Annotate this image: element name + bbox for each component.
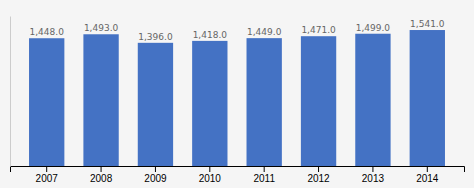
data-label: 1,418.0 xyxy=(193,30,228,40)
bar xyxy=(247,38,282,166)
x-tick-mark xyxy=(264,166,265,172)
bar xyxy=(410,30,445,166)
x-axis: 2007 2008 2009 2010 2011 2012 2013 2014 xyxy=(11,166,465,184)
x-tick: 2014 xyxy=(416,166,439,184)
y-axis xyxy=(10,17,11,167)
data-labels: 1,448.0 1,493.0 1,396.0 1,418.0 1,449.0 1,471… xyxy=(30,19,445,42)
x-tick-label: 2007 xyxy=(36,173,59,184)
x-tick-label: 2012 xyxy=(307,173,330,184)
bar xyxy=(138,43,173,166)
data-label: 1,541.0 xyxy=(410,19,445,29)
x-tick-mark xyxy=(209,166,210,172)
x-tick-mark xyxy=(155,166,156,172)
chart: 1,448.0 1,493.0 1,396.0 1,418.0 1,449.0 1,471… xyxy=(0,0,474,188)
x-tick: 2008 xyxy=(90,166,113,184)
x-tick-mark xyxy=(46,166,47,172)
x-tick-mark xyxy=(427,166,428,172)
x-tick: 2010 xyxy=(199,166,222,184)
data-label: 1,493.0 xyxy=(84,23,119,33)
x-tick: 2013 xyxy=(362,166,385,184)
bar xyxy=(83,34,118,166)
x-axis-line xyxy=(11,167,465,173)
x-tick-label: 2011 xyxy=(253,173,275,184)
bars xyxy=(29,30,445,166)
bar xyxy=(301,36,336,166)
bar xyxy=(355,34,390,166)
y-axis-line xyxy=(10,17,11,167)
data-label: 1,396.0 xyxy=(138,32,173,42)
x-tick-mark xyxy=(318,166,319,172)
bar xyxy=(29,38,64,166)
plot: 1,448.0 1,493.0 1,396.0 1,418.0 1,449.0 1,471… xyxy=(11,17,465,185)
data-label: 1,471.0 xyxy=(301,25,336,35)
x-tick-label: 2009 xyxy=(144,173,167,184)
x-tick: 2011 xyxy=(253,166,275,184)
x-tick: 2007 xyxy=(36,166,59,184)
data-label: 1,448.0 xyxy=(30,27,65,37)
x-tick-label: 2014 xyxy=(416,173,439,184)
data-label: 1,449.0 xyxy=(247,27,282,37)
x-tick: 2009 xyxy=(144,166,167,184)
x-tick: 2012 xyxy=(307,166,330,184)
x-tick-label: 2010 xyxy=(199,173,222,184)
bar xyxy=(192,41,227,166)
x-tick-mark xyxy=(101,166,102,172)
x-tick-mark xyxy=(372,166,373,172)
x-tick-label: 2008 xyxy=(90,173,113,184)
x-tick-label: 2013 xyxy=(362,173,385,184)
data-label: 1,499.0 xyxy=(356,23,391,33)
